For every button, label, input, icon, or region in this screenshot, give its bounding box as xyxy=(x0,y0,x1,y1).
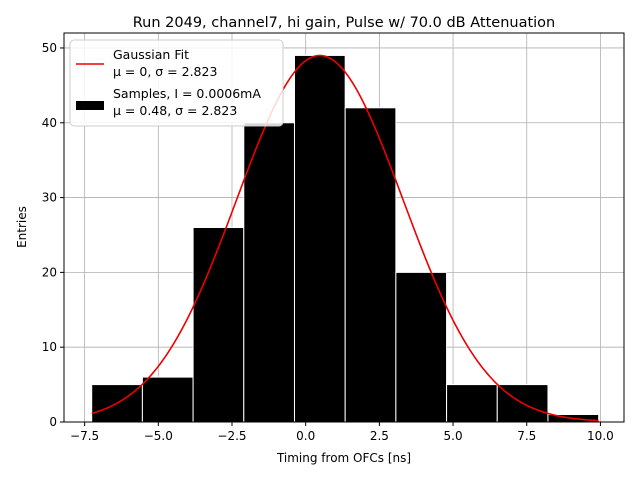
histogram-bar xyxy=(344,107,397,423)
x-tick-label: 7.5 xyxy=(517,429,536,443)
legend-samples-label: Samples, I = 0.0006mA xyxy=(113,86,261,101)
histogram-bar xyxy=(243,122,295,423)
y-axis-label: Entries xyxy=(15,206,29,248)
y-tick-label: 30 xyxy=(42,191,57,205)
histogram-bar xyxy=(141,376,194,423)
histogram-bar xyxy=(395,271,448,423)
y-tick-label: 20 xyxy=(42,265,57,279)
y-tick-label: 50 xyxy=(42,41,57,55)
x-tick-label: 2.5 xyxy=(370,429,389,443)
legend: Gaussian Fit μ = 0, σ = 2.823 Samples, I… xyxy=(69,39,284,127)
y-tick-label: 0 xyxy=(49,415,57,429)
x-tick-label: −7.5 xyxy=(70,429,99,443)
gaussian-fit-curve xyxy=(91,54,599,422)
plot-frame xyxy=(63,32,625,423)
x-axis-ticks: −7.5 −5.0 −2.5 0.0 2.5 5.0 7.5 10.0 xyxy=(70,422,614,443)
legend-box xyxy=(69,39,284,127)
legend-samples-stats: μ = 0.48, σ = 2.823 xyxy=(113,103,237,118)
x-tick-label: 10.0 xyxy=(587,429,614,443)
histogram-bar xyxy=(192,227,245,423)
x-tick-label: 0.0 xyxy=(296,429,315,443)
x-tick-label: −2.5 xyxy=(217,429,246,443)
legend-fit-label: Gaussian Fit xyxy=(113,47,189,62)
histogram-bar xyxy=(446,384,498,423)
legend-fit-stats: μ = 0, σ = 2.823 xyxy=(113,64,217,79)
chart-title: Run 2049, channel7, hi gain, Pulse w/ 70… xyxy=(133,15,556,31)
histogram-bar xyxy=(293,54,346,423)
legend-samples-swatch xyxy=(76,101,104,110)
x-tick-label: −5.0 xyxy=(144,429,173,443)
x-tick-label: 5.0 xyxy=(444,429,463,443)
y-tick-label: 40 xyxy=(42,116,57,130)
y-tick-label: 10 xyxy=(42,340,57,354)
y-axis-ticks: 0 10 20 30 40 50 xyxy=(42,41,64,429)
x-axis-label: Timing from OFCs [ns] xyxy=(276,451,411,465)
